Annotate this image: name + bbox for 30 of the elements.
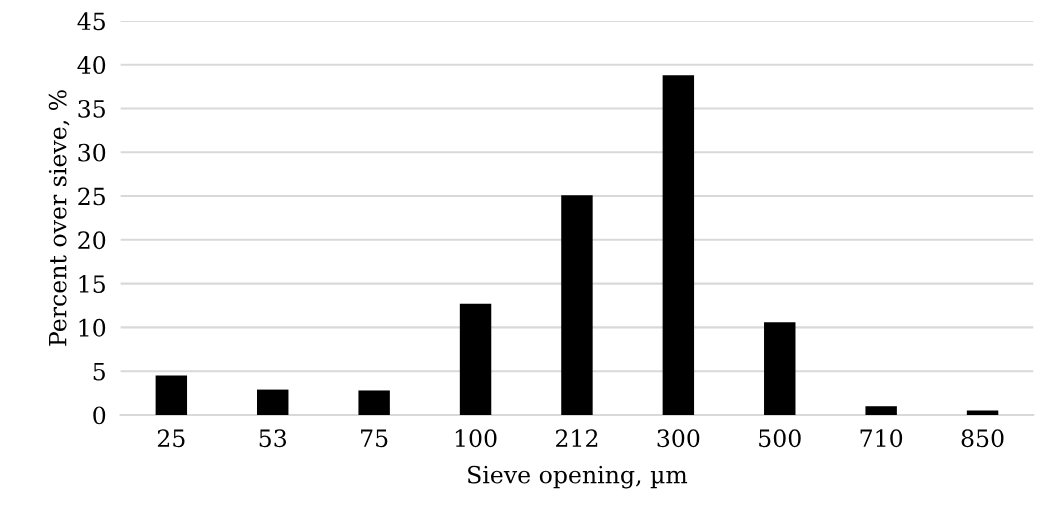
x-tick-label: 850 [961, 429, 1004, 448]
bar [155, 375, 188, 415]
y-tick-label: 35 [78, 99, 105, 118]
y-tick-label: 20 [78, 231, 106, 250]
x-tick-label: 100 [455, 429, 497, 448]
x-tick-label: 710 [860, 429, 903, 448]
x-tick-label: 300 [657, 429, 700, 448]
bar [561, 195, 593, 415]
y-tick-label: 0 [93, 406, 106, 425]
x-tick-label: 212 [556, 429, 598, 447]
x-tick-label: 500 [759, 429, 801, 448]
x-tick-label: 53 [259, 429, 287, 448]
bar [966, 410, 999, 415]
y-tick-label: 40 [77, 56, 106, 74]
bar [865, 406, 897, 415]
bar [358, 390, 390, 415]
y-tick-label: 30 [78, 143, 106, 162]
x-tick-label: 25 [157, 429, 185, 448]
bar [764, 322, 796, 415]
bar [257, 389, 289, 415]
bar [459, 303, 492, 415]
y-tick-label: 10 [79, 318, 106, 337]
y-tick-label: 5 [93, 362, 105, 381]
bar [662, 75, 695, 415]
y-tick-label: 45 [77, 12, 105, 31]
x-tick-label: 75 [361, 429, 388, 448]
x-axis-title: Sieve opening, µm [468, 465, 688, 489]
y-axis-title: Percent over sieve, % [48, 90, 70, 346]
y-tick-label: 15 [79, 275, 105, 293]
y-tick-label: 25 [78, 187, 105, 206]
